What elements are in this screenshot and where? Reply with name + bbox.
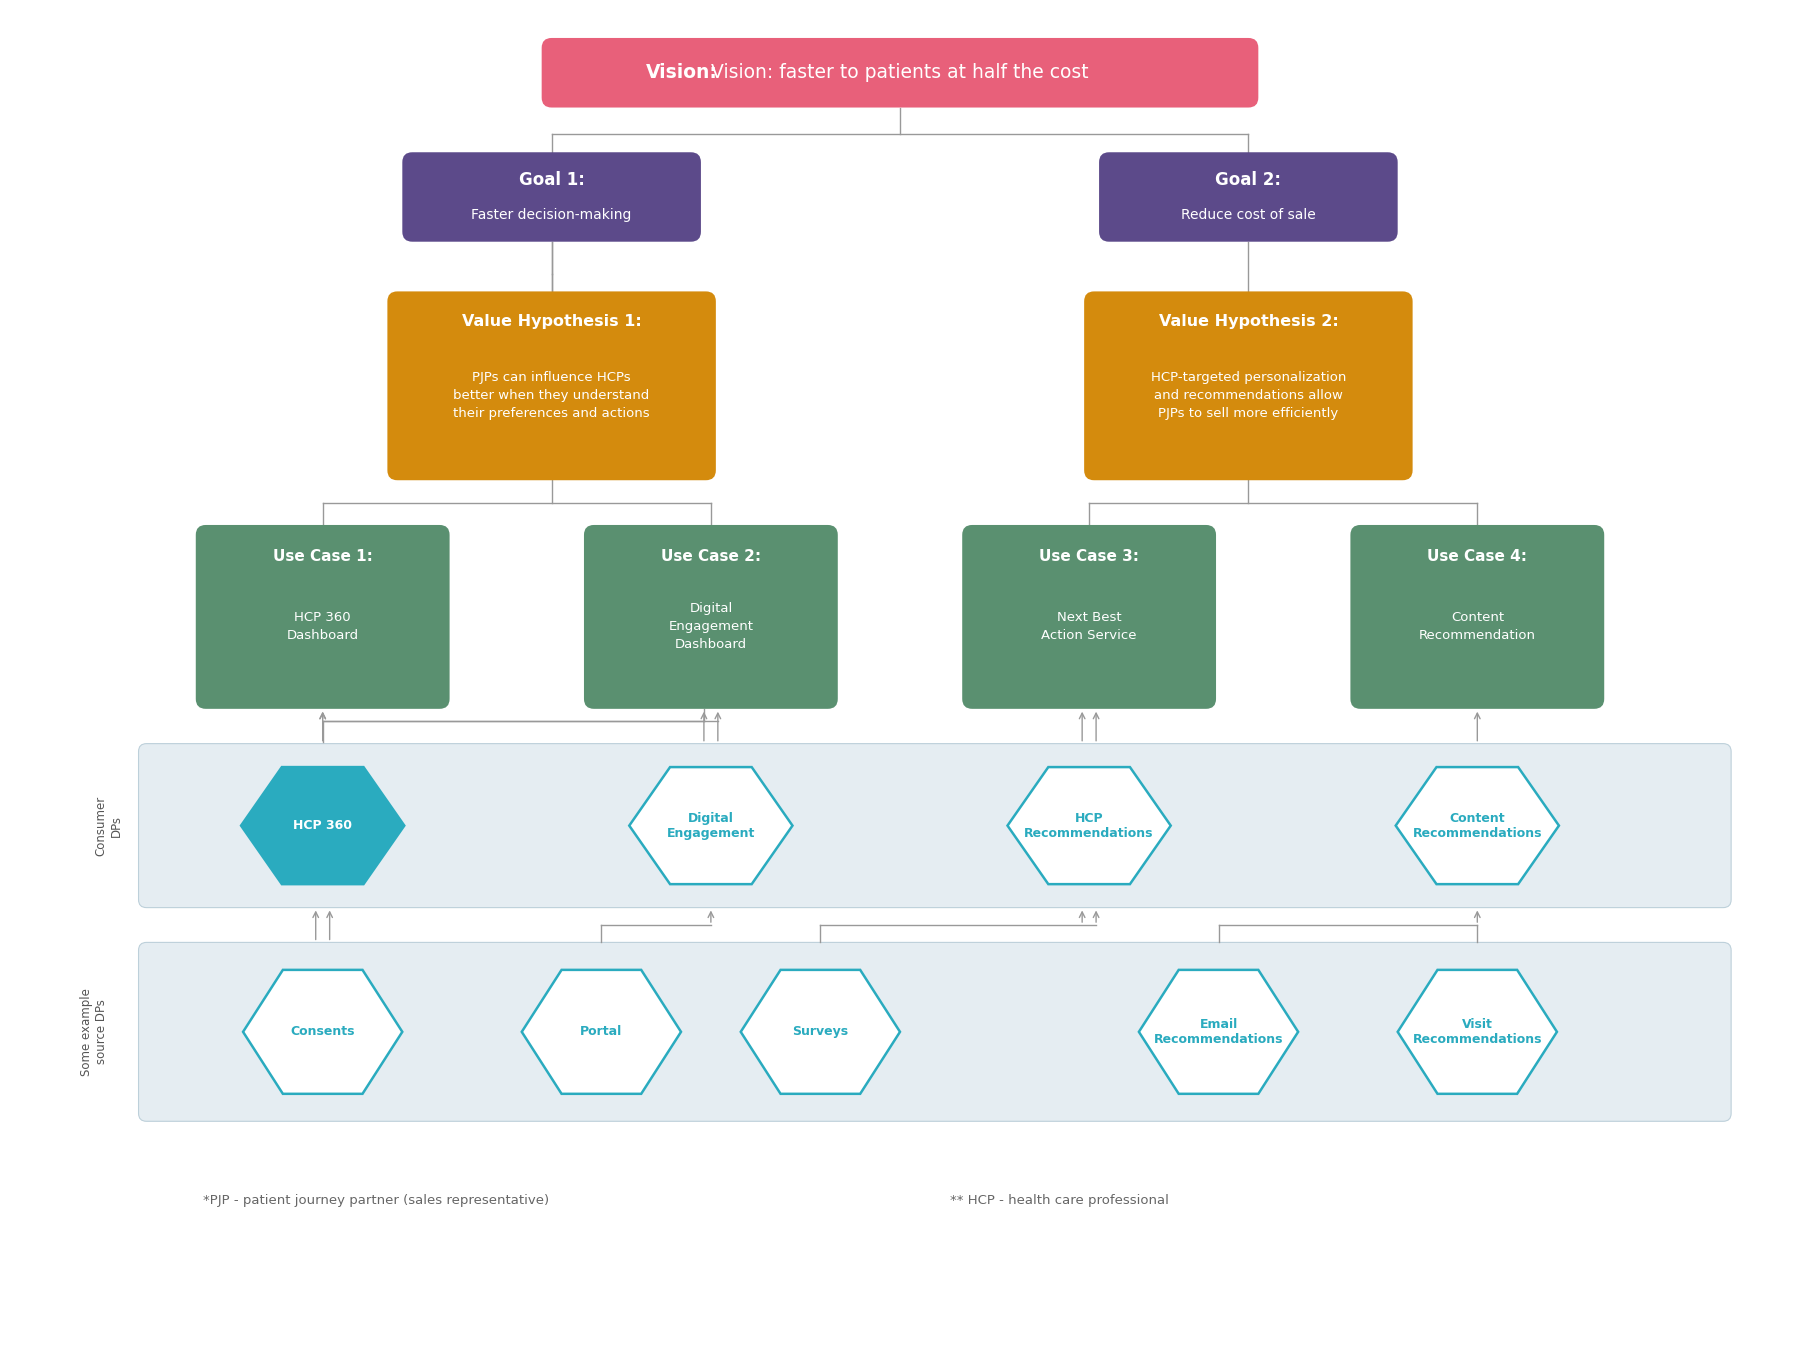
Text: Surveys: Surveys [792,1026,848,1038]
Text: Consents: Consents [290,1026,355,1038]
Text: Goal 1:: Goal 1: [518,170,585,190]
Text: HCP 360: HCP 360 [293,820,353,832]
Text: HCP-targeted personalization
and recommendations allow
PJPs to sell more efficie: HCP-targeted personalization and recomme… [1150,371,1346,420]
Text: Value Hypothesis 1:: Value Hypothesis 1: [463,314,641,329]
Polygon shape [1008,767,1170,884]
Text: Consumer
DPs: Consumer DPs [95,795,122,855]
Polygon shape [241,767,405,884]
Text: Visit
Recommendations: Visit Recommendations [1413,1018,1543,1046]
Text: Use Case 3:: Use Case 3: [1039,550,1139,565]
Polygon shape [522,970,680,1094]
Polygon shape [243,970,403,1094]
Polygon shape [742,970,900,1094]
Text: Email
Recommendations: Email Recommendations [1154,1018,1283,1046]
Text: Next Best
Action Service: Next Best Action Service [1042,611,1138,642]
FancyBboxPatch shape [403,153,700,241]
Text: Digital
Engagement: Digital Engagement [666,812,754,840]
Text: *PJP - patient journey partner (sales representative): *PJP - patient journey partner (sales re… [203,1195,549,1207]
Text: ** HCP - health care professional: ** HCP - health care professional [950,1195,1168,1207]
FancyBboxPatch shape [963,525,1217,709]
FancyBboxPatch shape [1084,292,1413,480]
FancyBboxPatch shape [1100,153,1397,241]
Polygon shape [1395,767,1559,884]
Text: Some example
source DPs: Some example source DPs [79,988,108,1076]
Text: HCP 360
Dashboard: HCP 360 Dashboard [286,611,358,642]
Text: Reduce cost of sale: Reduce cost of sale [1181,207,1316,222]
Polygon shape [1139,970,1298,1094]
FancyBboxPatch shape [139,743,1732,907]
FancyBboxPatch shape [196,525,450,709]
Text: Vision:: Vision: [646,63,718,82]
Text: Content
Recommendations: Content Recommendations [1413,812,1543,840]
Text: Content
Recommendation: Content Recommendation [1418,611,1535,642]
FancyBboxPatch shape [542,38,1258,108]
Text: Faster decision-making: Faster decision-making [472,207,632,222]
Text: Portal: Portal [580,1026,623,1038]
Text: Use Case 2:: Use Case 2: [661,550,761,565]
FancyBboxPatch shape [1350,525,1604,709]
Text: Use Case 4:: Use Case 4: [1427,550,1528,565]
Polygon shape [1397,970,1557,1094]
FancyBboxPatch shape [139,943,1732,1121]
Text: Vision:​ faster to patients at half the cost: Vision:​ faster to patients at half the … [711,63,1089,82]
FancyBboxPatch shape [583,525,837,709]
Text: PJPs can influence HCPs
better when they understand
their preferences and action: PJPs can influence HCPs better when they… [454,371,650,420]
Text: HCP
Recommendations: HCP Recommendations [1024,812,1154,840]
Polygon shape [630,767,792,884]
Text: Digital
Engagement
Dashboard: Digital Engagement Dashboard [668,603,754,652]
FancyBboxPatch shape [387,292,716,480]
Text: Value Hypothesis 2:: Value Hypothesis 2: [1159,314,1337,329]
Text: Goal 2:: Goal 2: [1215,170,1282,190]
Text: Use Case 1:: Use Case 1: [274,550,373,565]
